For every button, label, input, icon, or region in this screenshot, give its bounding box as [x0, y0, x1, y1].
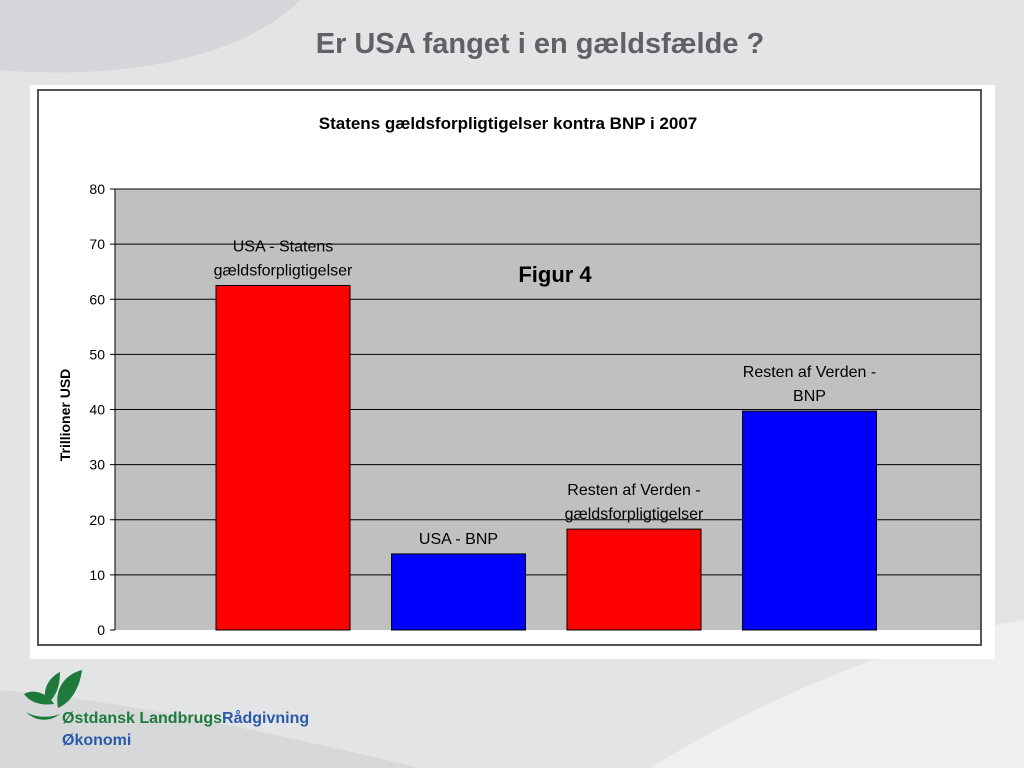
- category-label: USA - Statens: [233, 238, 334, 255]
- bars: [215, 284, 877, 631]
- y-tick-label: 0: [97, 622, 105, 638]
- department-label: Økonomi: [62, 732, 132, 749]
- y-tick-label: 30: [89, 457, 105, 473]
- category-label: gældsforpligtigelser: [214, 262, 353, 279]
- category-label: USA - BNP: [419, 531, 498, 548]
- slide-title: Er USA fanget i en gældsfælde ?: [315, 28, 765, 60]
- bar-labels: USA - Statens gældsforpligtigelser USA - B…: [214, 238, 877, 547]
- y-tick-label: 40: [89, 402, 105, 418]
- y-tick-label: 20: [89, 512, 105, 528]
- company-name-part1: Østdansk Landbrugs: [62, 710, 223, 727]
- category-label: gældsforpligtigelser: [565, 506, 704, 523]
- category-label: BNP: [793, 388, 826, 405]
- category-label: Resten af Verden -: [567, 482, 700, 499]
- y-axis: 0 10 20 30 40 50 60 70 80: [89, 181, 116, 638]
- chart-frame: Statens gældsforpligtigelser kontra BNP …: [30, 85, 995, 659]
- y-tick-label: 50: [89, 346, 105, 362]
- bar: [215, 284, 351, 631]
- leaf-logo-icon: [24, 670, 82, 720]
- y-tick-label: 70: [89, 236, 105, 252]
- y-tick-label: 10: [89, 567, 105, 583]
- y-tick-label: 80: [89, 181, 105, 197]
- bar: [742, 410, 877, 631]
- category-label: Resten af Verden -: [743, 364, 876, 381]
- y-tick-label: 60: [89, 291, 105, 307]
- bar-chart: Statens gældsforpligtigelser kontra BNP …: [57, 114, 980, 638]
- figure-annotation: Figur 4: [518, 262, 592, 287]
- y-axis-label: Trillioner USD: [57, 369, 73, 462]
- company-name-part2: Rådgivning: [222, 710, 310, 727]
- bar: [391, 553, 526, 631]
- chart-title: Statens gældsforpligtigelser kontra BNP …: [319, 114, 698, 133]
- bar: [566, 528, 702, 631]
- company-name: Østdansk LandbrugsRådgivning Økonomi: [62, 708, 309, 752]
